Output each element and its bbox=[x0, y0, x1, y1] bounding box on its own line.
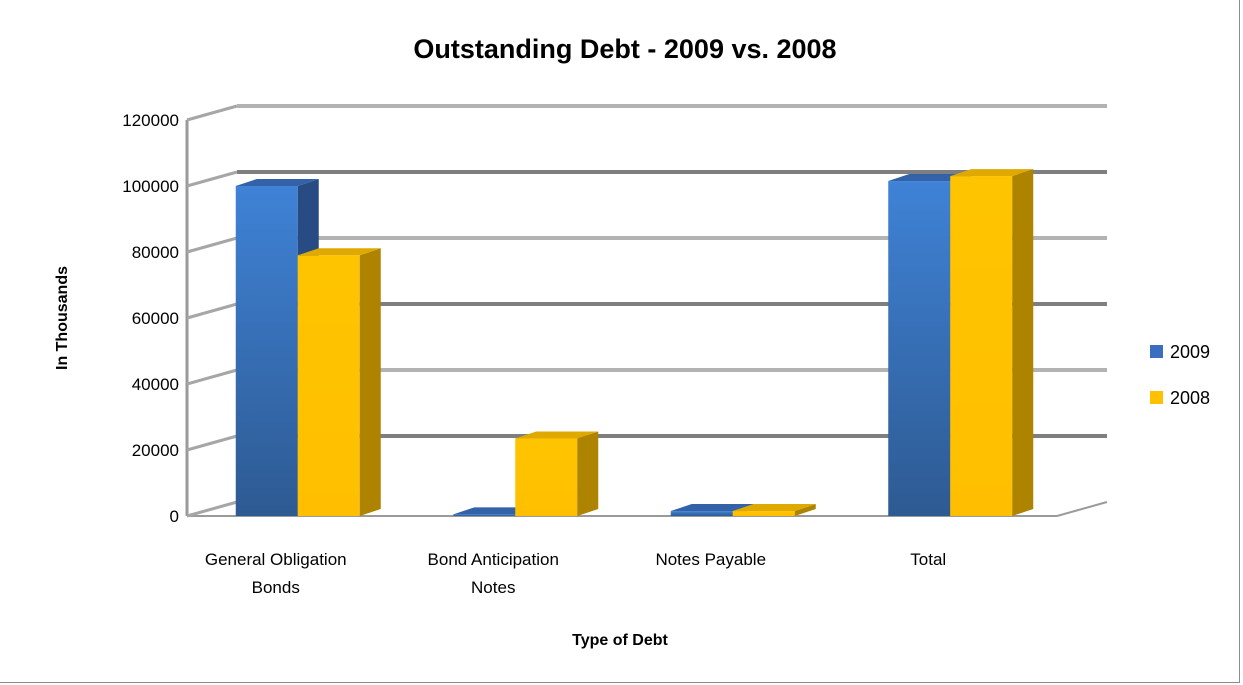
side-wall-gridline bbox=[186, 434, 238, 452]
y-tick-label: 60000 bbox=[132, 309, 179, 328]
legend-item-2009: 2009 bbox=[1150, 342, 1210, 362]
bar-front bbox=[670, 511, 733, 516]
x-category-labels: General Obligation Bonds Bond Anticipation… bbox=[205, 550, 946, 597]
x-category-label: Bond Anticipation Notes bbox=[428, 550, 559, 597]
side-wall-gridline bbox=[186, 236, 238, 254]
legend-label: 2009 bbox=[1170, 342, 1210, 362]
x-axis-title: Type of Debt bbox=[572, 632, 668, 649]
y-tick-label: 80000 bbox=[132, 243, 179, 262]
bar-top bbox=[235, 179, 319, 186]
bar-2008-1 bbox=[515, 431, 599, 516]
bar-top bbox=[297, 248, 381, 256]
x-category-label: General Obligation Bonds bbox=[205, 550, 347, 597]
bars bbox=[235, 169, 1034, 517]
bar-top bbox=[670, 504, 754, 512]
x-category-label: Total bbox=[910, 550, 946, 569]
bar-top bbox=[950, 169, 1034, 177]
bar-side bbox=[577, 431, 599, 516]
chart-title: Outstanding Debt - 2009 vs. 2008 bbox=[413, 34, 836, 64]
bar-front bbox=[453, 514, 516, 516]
side-wall-gridline bbox=[186, 500, 238, 518]
y-tick-label: 100000 bbox=[122, 177, 179, 196]
legend-swatch bbox=[1150, 391, 1163, 404]
bar-2008-3 bbox=[950, 169, 1034, 516]
bar-side bbox=[794, 504, 816, 516]
bar-front bbox=[950, 176, 1013, 516]
bar-2008-2 bbox=[732, 504, 816, 516]
legend-label: 2008 bbox=[1170, 388, 1210, 408]
y-tick-label: 40000 bbox=[132, 375, 179, 394]
legend-swatch bbox=[1150, 345, 1163, 358]
bar-top bbox=[515, 431, 599, 439]
bar-front bbox=[297, 255, 360, 517]
side-wall-gridline bbox=[186, 368, 238, 386]
legend: 2009 2008 bbox=[1150, 342, 1210, 408]
x-category-label: Notes Payable bbox=[655, 550, 766, 569]
bar-top bbox=[732, 504, 816, 512]
y-tick-label: 20000 bbox=[132, 441, 179, 460]
bar-side bbox=[1012, 169, 1034, 516]
legend-item-2008: 2008 bbox=[1150, 388, 1210, 408]
y-tick-label: 120000 bbox=[122, 111, 179, 130]
bar-front bbox=[235, 186, 298, 516]
bar-front bbox=[888, 181, 951, 517]
y-tick-labels: 0 20000 40000 60000 80000 100000 120000 bbox=[122, 111, 179, 526]
bar-front bbox=[732, 511, 795, 516]
floor-right-edge bbox=[1056, 501, 1108, 517]
y-axis-title: In Thousands bbox=[54, 266, 71, 370]
side-wall-gridline bbox=[186, 302, 238, 320]
y-tick-label: 0 bbox=[170, 507, 179, 526]
bar-2008-0 bbox=[297, 248, 381, 517]
side-wall-gridline bbox=[186, 170, 238, 188]
side-wall-gridline bbox=[186, 104, 238, 122]
bar-side bbox=[359, 248, 381, 517]
bar-front bbox=[515, 438, 578, 516]
